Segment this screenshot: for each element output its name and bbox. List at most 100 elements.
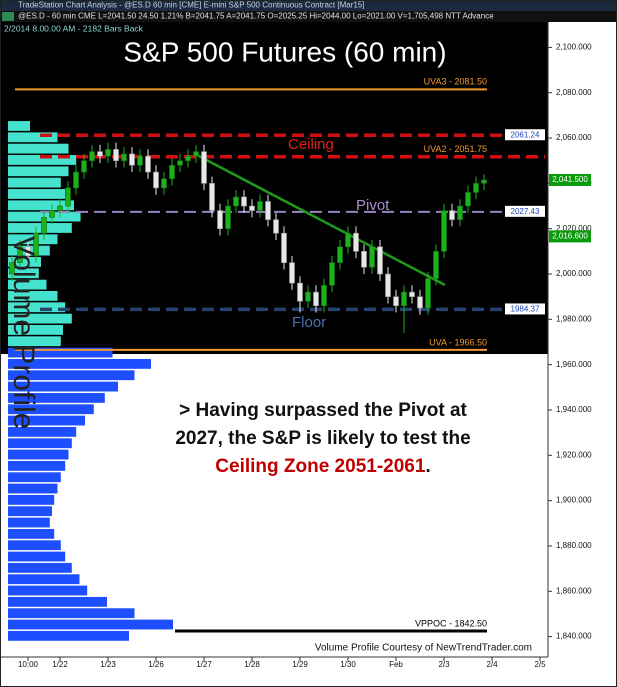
profile-bar [8,381,118,392]
profile-bar [8,121,30,131]
profile-bar [8,528,55,539]
zone-label: Ceiling [288,136,334,153]
profile-bar [8,426,77,437]
candle-body [17,246,23,263]
annotation: 2027, the S&P is likely to test the [175,428,470,449]
profile-bar [8,177,61,188]
candle-body [393,296,399,307]
candle-body [433,251,439,279]
profile-bar [8,336,61,347]
candles [9,142,487,333]
candle-body [121,153,127,162]
candle-body [353,232,359,252]
annotation-highlight: Ceiling Zone 2051-2061 [215,456,426,477]
candle-body [265,201,271,220]
candle-body [329,262,335,286]
y-tick-label: 2,000.000 [556,269,592,278]
profile-bar [8,596,107,607]
candle-body [105,149,111,157]
candle-body [289,262,295,284]
candle-body [481,179,487,184]
symbol-bar [0,11,617,22]
profile-bar [8,189,66,199]
candle-body [409,291,415,297]
candle-body [249,205,255,211]
y-tick-label: 1,900.000 [556,496,592,505]
candle-body [449,210,455,220]
x-tick-label: 1/26 [148,660,164,669]
profile-bar [8,517,50,528]
candle-body [377,246,383,275]
y-tick-label: 1,980.000 [556,314,592,323]
candle-body [73,171,79,189]
profile-bar [8,574,80,585]
candle-body [441,210,447,252]
y-tick-label: 2,100.000 [556,43,592,52]
level-tag [505,129,545,141]
chart-title: S&P 500 Futures (60 min) [123,36,446,67]
candle-body [25,246,31,257]
x-tick-label: 1/22 [52,660,68,669]
x-tick-label: 1/29 [292,660,308,669]
profile-label: Volume Profile [7,236,40,429]
profile-bar [8,291,58,301]
candle-body [385,273,391,297]
level-label: UVA - 1966.50 [429,337,487,347]
x-tick-label: 1/23 [100,660,116,669]
price-marker [549,173,591,186]
profile-bar [8,347,113,358]
candle-body [225,205,231,229]
y-tick-label: 2,080.000 [556,88,592,97]
x-tick-label: 2/3 [438,660,450,669]
level-label: 2061.24 [511,130,540,139]
candle-body [217,210,223,229]
candle-body [425,278,431,309]
x-tick-label: 2/4 [486,660,498,669]
x-tick-label: 1/27 [196,660,212,669]
plot-dark [0,0,548,354]
candle-body [201,151,207,184]
annotation-end: . [425,456,430,477]
candle-body [465,192,471,207]
x-tick-label: 1/28 [244,660,260,669]
profile-bar [8,415,85,426]
level-tag [505,205,545,217]
profile-bar [8,449,69,460]
candle-body [145,155,151,173]
candle-body [369,246,375,268]
candle-body [57,205,63,211]
profile-bar [8,223,72,233]
profile-bar [8,460,66,471]
level-label: UVA3 - 2081.50 [424,77,487,87]
profile-bar [8,200,74,211]
candle-body [169,164,175,180]
y-tick-label: 1,840.000 [556,632,592,641]
candle-body [81,160,87,173]
y-tick-label: 1,880.000 [556,541,592,550]
candle-body [209,183,215,211]
candle-body [345,232,351,248]
candle-body [457,205,463,220]
candle-body [153,171,159,189]
profile-bar [8,483,58,494]
profile-bar [8,630,129,641]
profile-bar [8,404,94,415]
profile-bar [8,257,41,267]
profile-bar [8,325,63,335]
level-tag [505,303,545,315]
window-bar [0,0,617,11]
y-tick-label: 2,020.000 [556,224,592,233]
axes: 1,840.000 1,860.000 1,880.000 1,900.000 1,92… [18,43,592,670]
candle-body [97,151,103,157]
y-tick-label: 1,960.000 [556,360,592,369]
zone-label: Floor [292,314,326,331]
profile-bar [8,438,72,449]
x-tick-label: 1/30 [340,660,356,669]
x-tick-label: Feb [389,660,403,669]
candle-body [65,187,71,207]
profile-bar [8,619,173,630]
y-tick-label: 1,940.000 [556,405,592,414]
candle-body [137,155,143,166]
